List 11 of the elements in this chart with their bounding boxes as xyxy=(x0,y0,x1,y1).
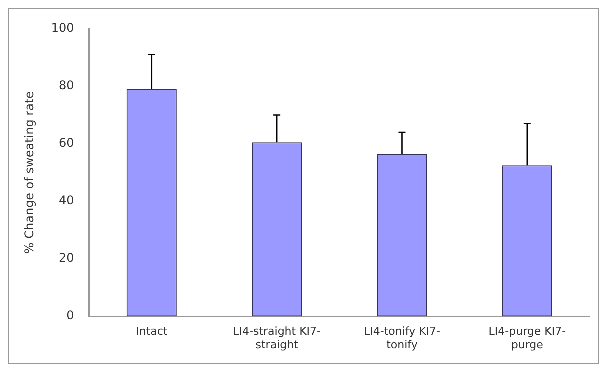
y-tick-label: 60 xyxy=(59,136,74,150)
y-tick-label: 0 xyxy=(66,308,74,323)
y-tick-label: 20 xyxy=(59,251,74,266)
x-tick-label: LI4-straight KI7-straight xyxy=(233,325,322,352)
y-tick-label: 40 xyxy=(59,194,74,208)
y-axis-title: % Change of sweating rate xyxy=(22,91,36,254)
x-tick-label: LI4-purge KI7-purge xyxy=(488,325,566,352)
y-tick-label: 100 xyxy=(51,21,74,36)
x-tick-label: LI4-tonify KI7-tonify xyxy=(364,325,441,352)
y-tick-label: 80 xyxy=(59,78,74,93)
x-tick-label: Intact xyxy=(136,325,168,338)
